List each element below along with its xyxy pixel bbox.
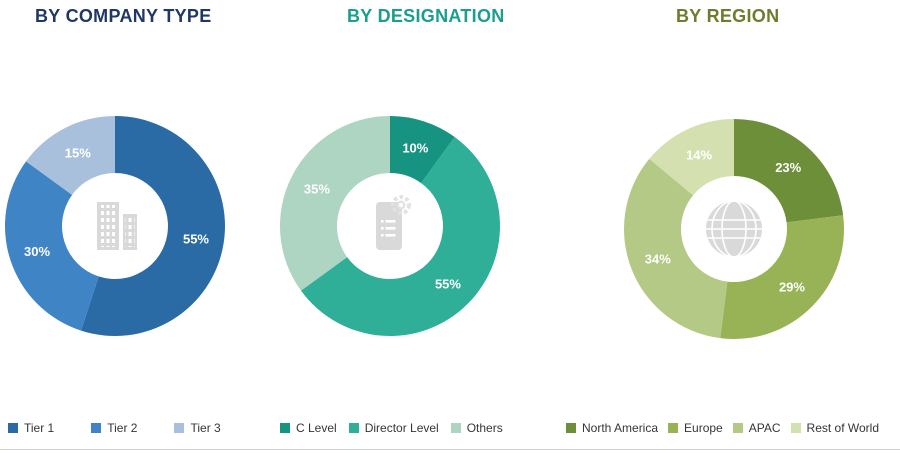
donut-segment-tier-1 (81, 116, 225, 336)
legend-label-rest-of-world: Rest of World (806, 421, 879, 435)
donut-segment-c-level (390, 116, 455, 184)
donut-segment-rest-of-world (649, 119, 734, 196)
legend-swatch-c-level (280, 423, 290, 433)
donut-svg-company-type: 55% 30% 15% (4, 116, 225, 336)
legend-label-c-level: C Level (296, 421, 337, 435)
legend-item-europe: Europe (668, 421, 723, 435)
donut-chart-by-company-type: 55% 30% 15% (4, 116, 225, 336)
donut-segment-north-america (734, 119, 844, 223)
segment-value-label-c-level: 10% (402, 141, 428, 156)
donut-segment-tier-3 (26, 116, 115, 195)
legend-label-others: Others (466, 421, 503, 435)
donut-segment-director-level (301, 137, 500, 336)
legend-swatch-tier-1 (8, 423, 18, 433)
legend-label-apac: APAC (748, 421, 781, 435)
segment-value-label-tier-1: 55% (183, 231, 209, 246)
chart-title-by-designation: BY DESIGNATION (347, 6, 505, 26)
legend-label-tier-3: Tier 3 (190, 421, 221, 435)
legend-swatch-tier-2 (91, 423, 102, 433)
legend-by-designation: C Level Director Level Others (280, 421, 503, 435)
donut-chart-by-designation: 10% 55% 35% (279, 116, 500, 336)
legend-item-others: Others (450, 421, 503, 435)
segment-value-label-apac: 34% (645, 252, 671, 267)
legend-item-rest-of-world: Rest of World (790, 421, 879, 435)
legend-label-europe: Europe (684, 421, 723, 435)
legend-item-north-america: North America (566, 421, 658, 435)
bottom-divider (0, 449, 900, 450)
legend-swatch-apac (732, 423, 743, 433)
legend-swatch-director-level (348, 423, 359, 433)
legend-by-region: North America Europe APAC Rest of World (566, 421, 879, 435)
segment-value-label-tier-2: 30% (24, 244, 50, 259)
chart-title-by-company-type: BY COMPANY TYPE (35, 6, 212, 26)
chart-title-by-region: BY REGION (676, 6, 780, 26)
segment-value-label-north-america: 23% (775, 160, 801, 175)
legend-swatch-rest-of-world (790, 423, 801, 433)
legend-swatch-europe (668, 423, 679, 433)
legend-label-director-level: Director Level (364, 421, 439, 435)
building-icon (79, 190, 151, 262)
legend-item-tier-2: Tier 2 (91, 421, 137, 435)
legend-label-tier-1: Tier 1 (24, 421, 55, 435)
donut-segment-others (279, 116, 390, 291)
legend-item-director-level: Director Level (348, 421, 439, 435)
donut-chart-by-region: 23% 29% 34% 14% (623, 119, 844, 339)
segment-value-label-others: 35% (304, 181, 330, 196)
legend-item-apac: APAC (732, 421, 781, 435)
legend-item-c-level: C Level (280, 421, 337, 435)
legend-label-north-america: North America (582, 421, 659, 435)
globe-icon (698, 193, 770, 265)
donut-svg-designation: 10% 55% 35% (279, 116, 500, 336)
segment-value-label-europe: 29% (779, 279, 805, 294)
legend-swatch-others (450, 423, 461, 433)
donut-svg-region: 23% 29% 34% 14% (623, 119, 844, 339)
legend-by-company-type: Tier 1 Tier 2 Tier 3 (8, 421, 221, 435)
donut-segment-europe (720, 215, 844, 339)
segment-value-label-rest-of-world: 14% (686, 147, 712, 162)
legend-label-tier-2: Tier 2 (107, 421, 138, 435)
legend-swatch-tier-3 (174, 423, 185, 433)
clipboard-gear-icon (354, 190, 426, 262)
legend-item-tier-1: Tier 1 (8, 421, 54, 435)
segment-value-label-director-level: 55% (435, 276, 461, 291)
legend-swatch-north-america (566, 423, 576, 433)
donut-segment-tier-2 (4, 161, 99, 331)
donut-segment-apac (623, 158, 728, 339)
segment-value-label-tier-3: 15% (65, 145, 91, 160)
legend-item-tier-3: Tier 3 (174, 421, 221, 435)
